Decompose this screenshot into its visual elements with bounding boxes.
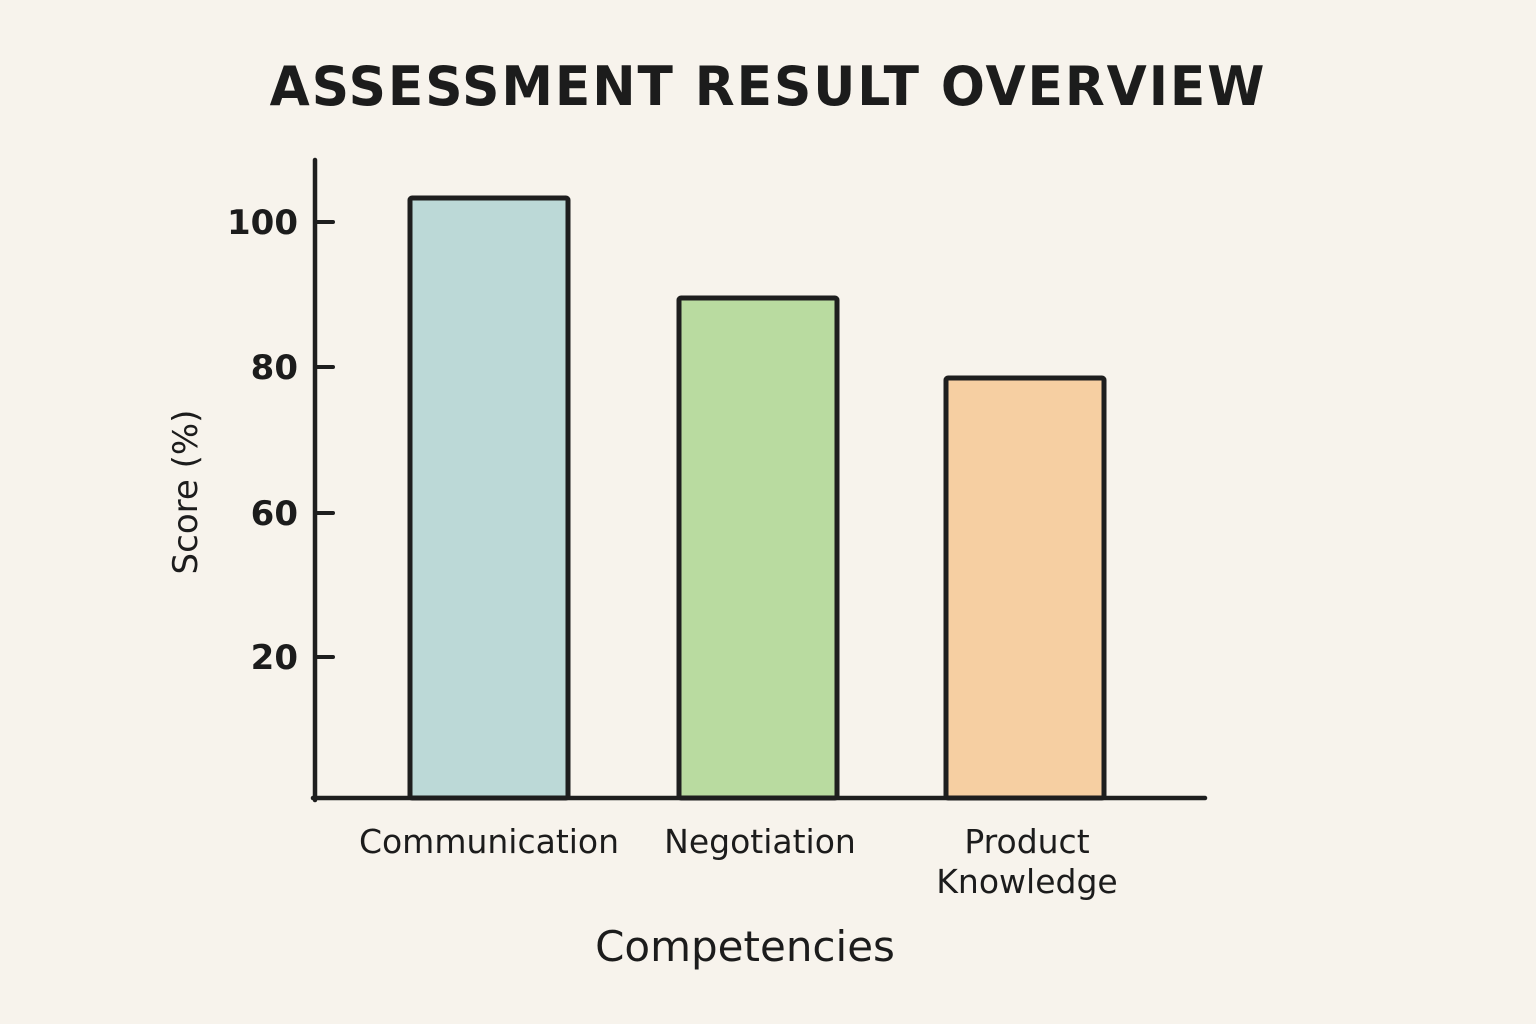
y-axis-label: Score (%) xyxy=(166,409,206,575)
bar-negotiation xyxy=(676,295,840,801)
y-tick-label: 80 xyxy=(250,348,298,388)
x-category-label: Product Knowledge xyxy=(936,822,1118,901)
bar-product-knowledge xyxy=(943,375,1107,801)
x-axis-label: Competencies xyxy=(595,922,895,971)
bars xyxy=(407,195,1107,801)
y-tick-label: 20 xyxy=(250,638,298,678)
bar-communication xyxy=(407,195,571,801)
y-tick-label: 60 xyxy=(250,494,298,534)
x-category-label: Communication xyxy=(358,822,620,861)
y-tick-label: 100 xyxy=(227,203,298,243)
y-ticks xyxy=(314,220,335,659)
x-category-label: Negotiation xyxy=(664,822,856,861)
chart-title: ASSESSMENT RESULT OVERVIEW xyxy=(269,55,1267,118)
